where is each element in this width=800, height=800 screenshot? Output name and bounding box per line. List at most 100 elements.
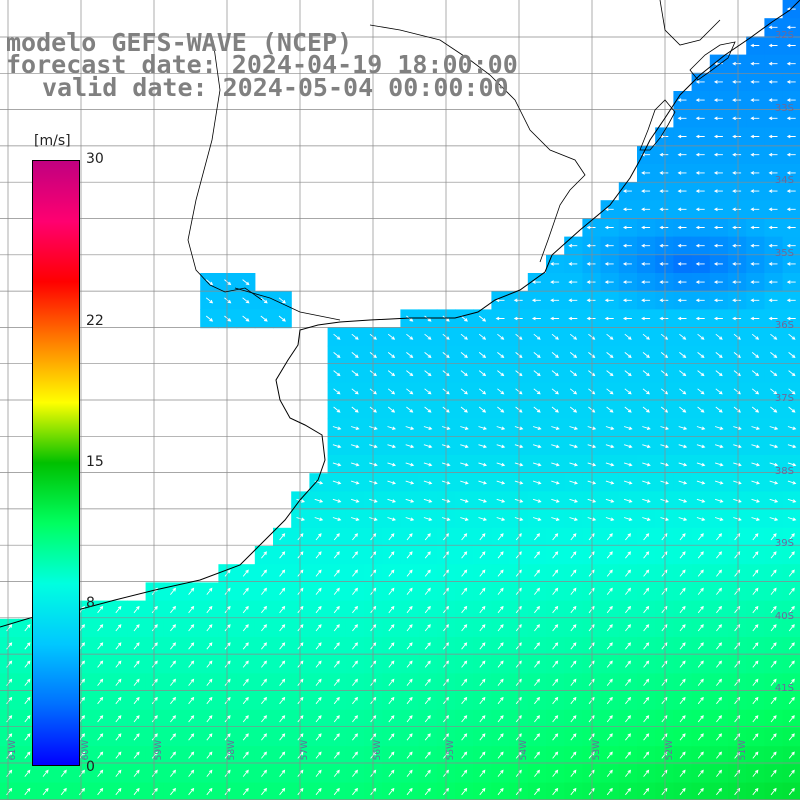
wind-arrow — [788, 733, 795, 741]
lon-label: 58W — [227, 740, 237, 761]
wind-arrow — [242, 787, 249, 796]
wind-arrow — [733, 462, 742, 467]
wind-arrow — [733, 480, 742, 485]
wind-arrow — [606, 733, 613, 741]
wind-arrow — [406, 533, 413, 541]
wind-arrow — [406, 605, 413, 614]
wind-arrow — [752, 605, 759, 614]
wind-arrow — [606, 551, 613, 559]
wind-arrow — [660, 406, 669, 413]
wind-arrow — [697, 352, 705, 358]
wind-arrow — [534, 605, 540, 614]
wind-arrow — [133, 715, 140, 723]
wind-arrow — [716, 787, 722, 796]
wind-arrow — [751, 388, 760, 395]
wind-arrow — [534, 533, 540, 541]
wind-arrow — [678, 498, 688, 503]
wind-arrow — [660, 498, 670, 503]
wind-arrow — [188, 733, 195, 741]
wind-arrow — [768, 43, 778, 48]
wind-arrow — [279, 533, 286, 541]
wind-arrow — [770, 715, 777, 723]
wind-arrow — [352, 605, 358, 614]
wind-arrow — [679, 787, 686, 796]
wind-arrow — [406, 660, 413, 668]
wind-arrow — [732, 189, 742, 193]
lat-label: 41S — [774, 683, 794, 695]
wind-arrow — [569, 406, 578, 413]
wind-arrow — [478, 444, 488, 449]
wind-arrow — [497, 533, 504, 541]
wind-arrow — [242, 624, 249, 632]
wind-arrow — [625, 715, 631, 723]
wind-arrow — [679, 696, 686, 705]
wind-arrow — [750, 262, 760, 266]
wind-arrow — [643, 678, 650, 686]
wind-arrow — [604, 280, 614, 284]
wind-arrow — [260, 315, 268, 322]
wind-arrow — [332, 498, 342, 503]
wind-arrow — [750, 243, 760, 248]
wind-arrow — [570, 624, 577, 632]
wind-arrow — [770, 388, 778, 395]
wind-arrow — [786, 116, 796, 121]
wind-arrow — [713, 189, 723, 193]
wind-arrow — [625, 587, 631, 595]
wind-arrow — [660, 462, 670, 467]
wind-arrow — [641, 262, 651, 266]
wind-arrow — [479, 733, 486, 741]
wind-arrow — [534, 569, 540, 577]
wind-arrow — [679, 533, 686, 541]
wind-arrow — [170, 733, 176, 741]
wind-arrow — [352, 569, 358, 577]
wind-arrow — [79, 624, 85, 632]
wind-arrow — [641, 171, 651, 175]
wind-arrow — [732, 152, 742, 157]
wind-arrow — [751, 462, 761, 467]
wind-arrow — [714, 517, 724, 521]
wind-arrow — [497, 787, 504, 796]
wind-arrow — [714, 462, 724, 467]
wind-arrow — [242, 769, 249, 777]
wind-arrow — [170, 787, 176, 796]
wind-arrow — [387, 370, 396, 377]
lon-label: 54W — [519, 740, 529, 761]
wind-arrow — [352, 733, 358, 741]
wind-arrow — [552, 642, 559, 650]
wind-arrow — [24, 733, 31, 741]
wind-arrow — [751, 333, 760, 340]
wind-arrow — [643, 660, 650, 668]
colorbar-tick-label: 22 — [86, 312, 104, 329]
wind-arrow — [133, 624, 140, 632]
wind-arrow — [752, 678, 759, 686]
wind-arrow — [479, 642, 486, 650]
wind-arrow — [333, 352, 341, 358]
wind-arrow — [497, 642, 504, 650]
wind-arrow — [224, 678, 231, 686]
wind-arrow — [788, 660, 795, 668]
wind-arrow — [752, 551, 759, 559]
wind-arrow — [752, 624, 759, 632]
wind-arrow — [752, 533, 759, 541]
wind-arrow — [586, 280, 596, 284]
wind-arrow — [552, 533, 559, 541]
wind-arrow — [423, 517, 433, 521]
wind-arrow — [643, 787, 650, 796]
wind-arrow — [205, 279, 214, 286]
wind-arrow — [79, 769, 85, 777]
wind-arrow — [406, 733, 413, 741]
wind-arrow — [497, 769, 504, 777]
wind-arrow — [279, 751, 286, 759]
wind-arrow — [478, 388, 487, 395]
wind-arrow — [588, 352, 596, 358]
wind-arrow — [496, 480, 506, 485]
wind-arrow — [625, 605, 631, 614]
wind-arrow — [659, 316, 669, 321]
wind-arrow — [115, 733, 122, 741]
wind-arrow — [351, 370, 359, 377]
wind-arrow — [697, 660, 704, 668]
wind-arrow — [788, 551, 795, 559]
wind-arrow — [751, 480, 761, 485]
wind-arrow — [606, 352, 614, 358]
wind-arrow — [769, 498, 779, 503]
